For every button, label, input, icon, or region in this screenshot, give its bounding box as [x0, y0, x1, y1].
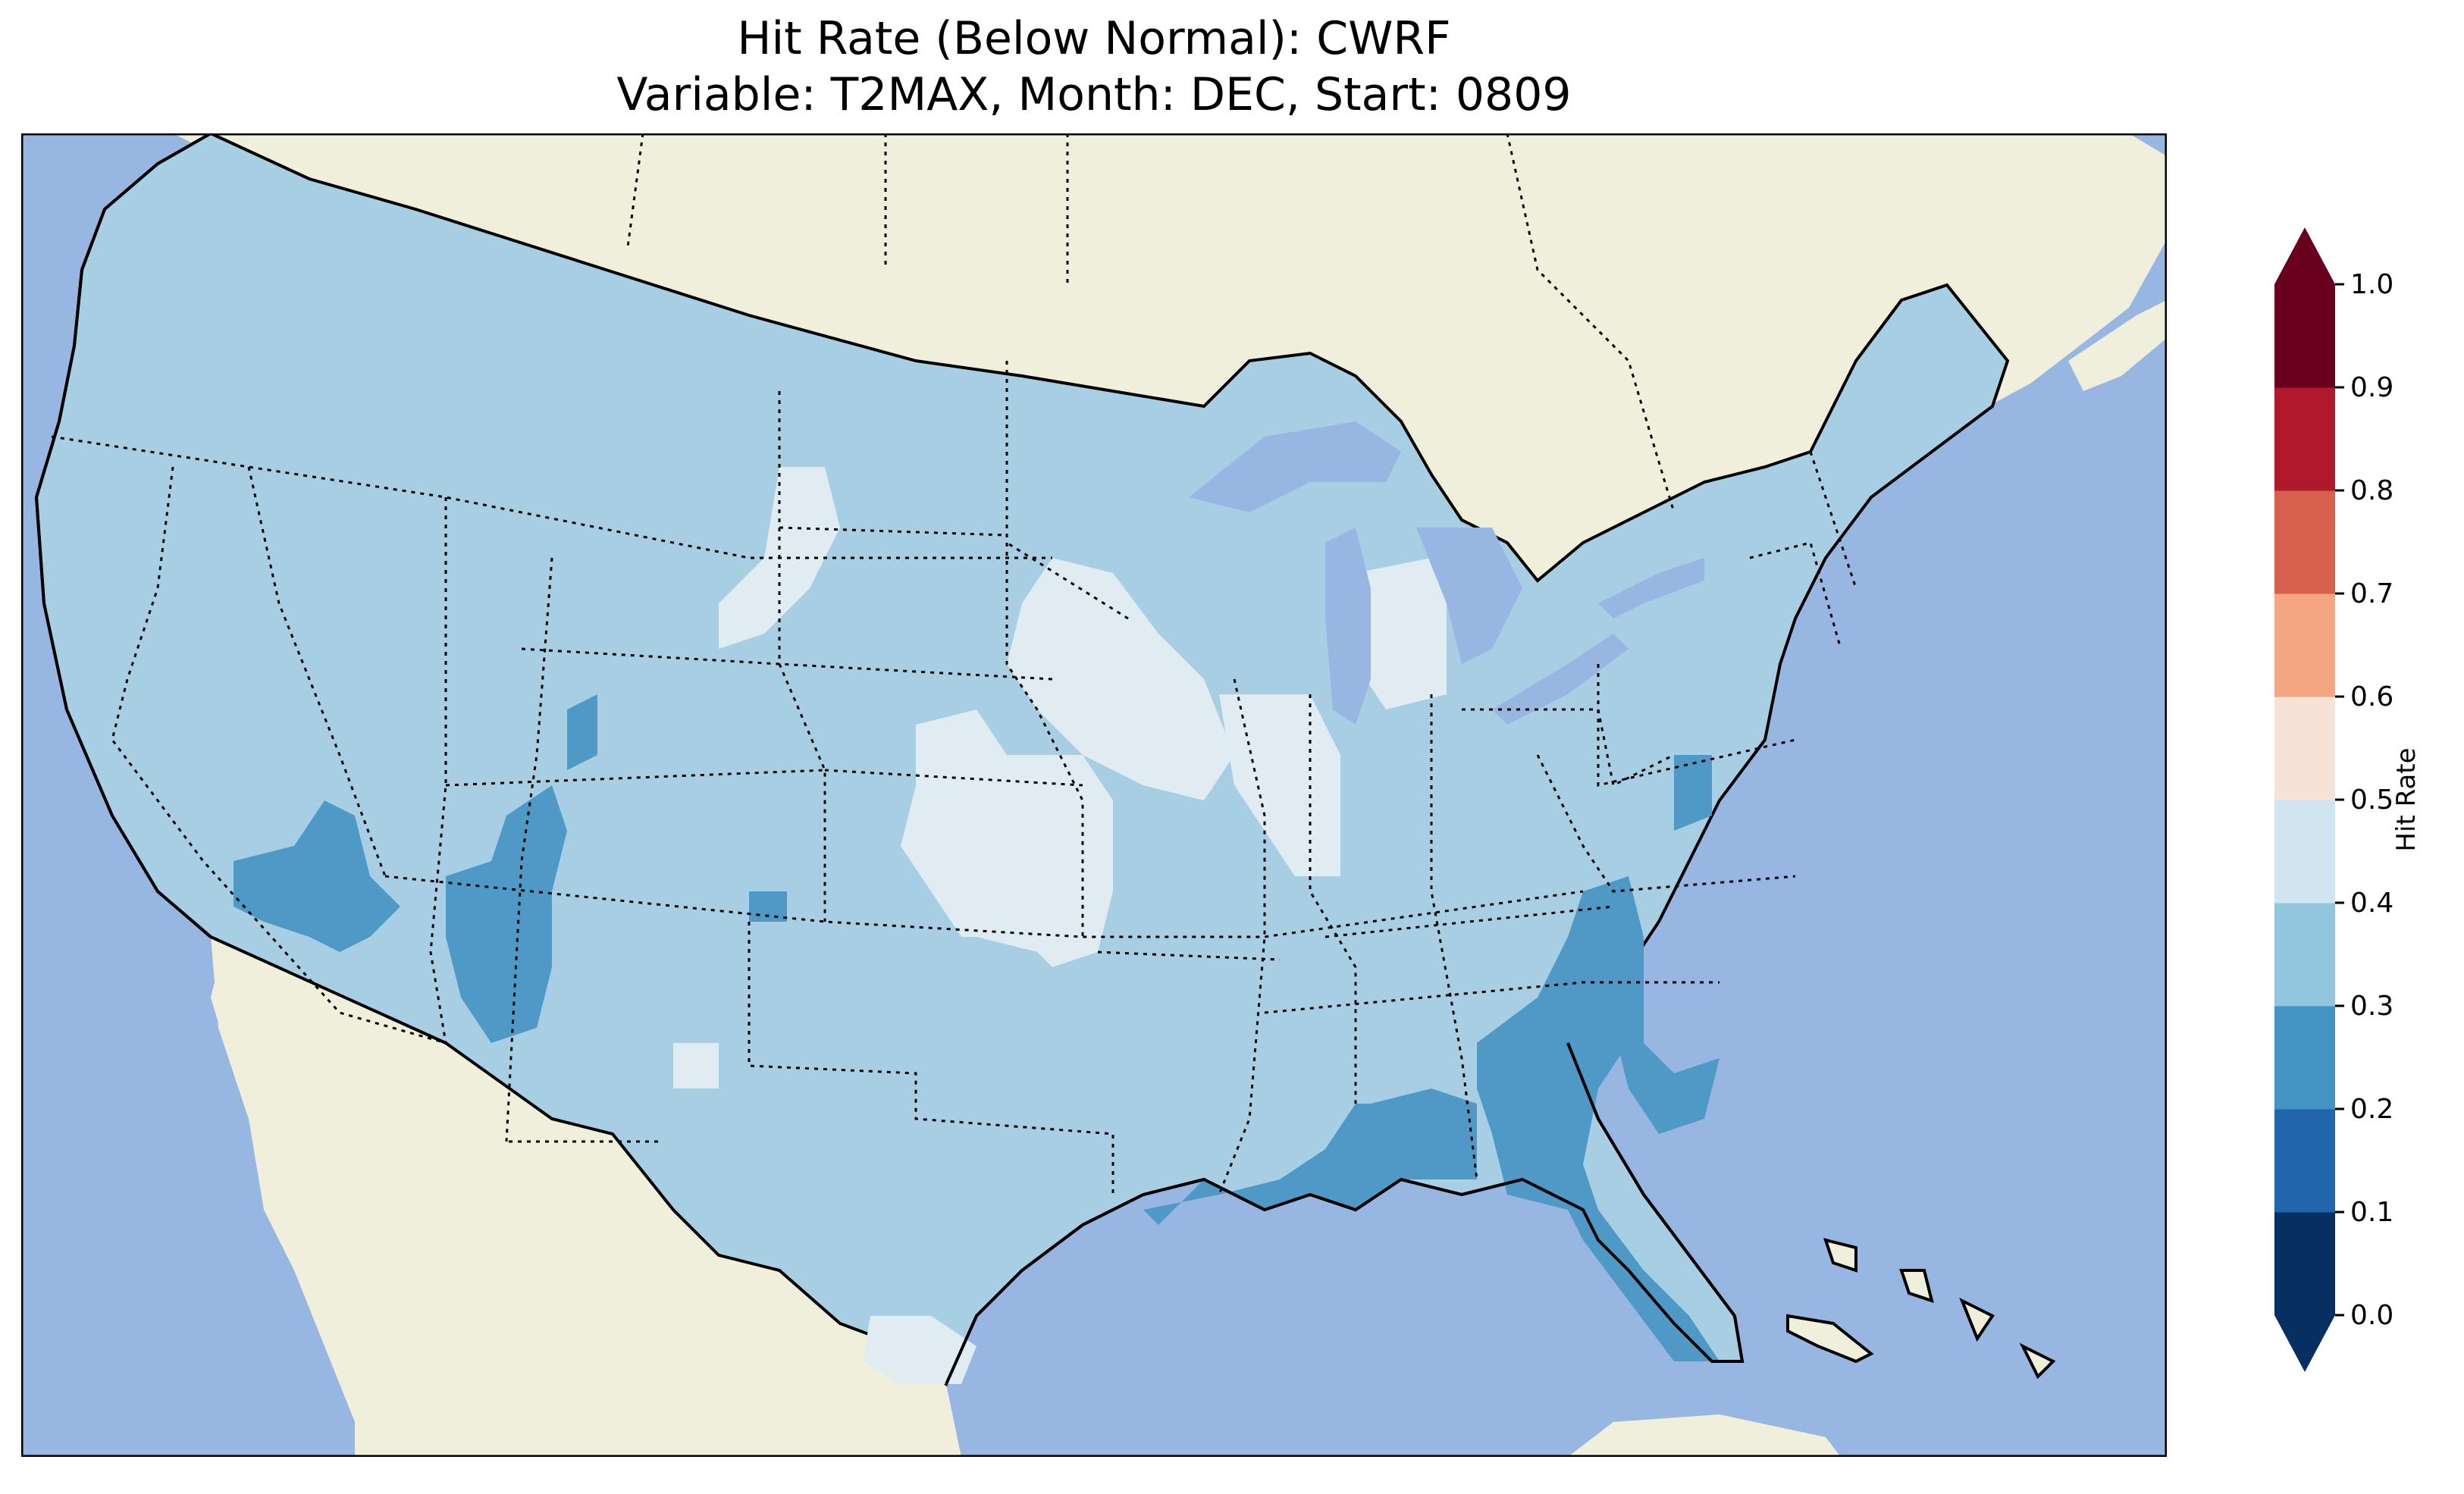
south-texas-zone — [863, 1316, 977, 1384]
canada-land — [173, 133, 2167, 664]
alabama-zone — [1371, 1088, 1477, 1179]
state-border-line — [384, 875, 1584, 938]
kansas-zone — [961, 861, 1083, 952]
colorbar-tick-label: 0.8 — [2350, 475, 2393, 506]
colorbar-bin — [2274, 1006, 2335, 1110]
figure-subtitle: Variable: T2MAX, Month: DEC, Start: 0809 — [616, 68, 1572, 121]
baja-land — [211, 967, 400, 1422]
coastline — [34, 133, 1745, 1385]
colorbar-bin — [2274, 490, 2335, 594]
state-border-line — [779, 526, 1008, 537]
state-border-line — [1006, 541, 1129, 620]
state-border-line — [1749, 541, 1842, 650]
cuba-land — [1786, 1314, 1874, 1364]
colorado-spot-zone — [749, 891, 787, 922]
state-border-line — [1097, 951, 1281, 961]
colorbar-tick-label: 0.4 — [2350, 888, 2393, 919]
colorbar: 0.0 0.1 0.2 0.3 0.4 0.5 0.6 0.7 0.8 0.9 1.0 Hit Ra… — [2274, 227, 2422, 1372]
new-mexico-spot-zone — [673, 1043, 719, 1088]
bahamas-island — [1899, 1269, 1934, 1304]
colorbar-bin — [2274, 697, 2335, 800]
state-border-line — [1324, 905, 1614, 938]
yucatan-land — [1568, 1414, 1841, 1457]
state-border-line — [1218, 678, 1266, 1195]
lake-superior — [1189, 421, 1401, 512]
colorbar-bin — [2274, 1109, 2335, 1213]
great-lakes — [1189, 421, 1704, 725]
colorbar-bin — [2274, 284, 2335, 388]
lake-huron — [1416, 528, 1522, 664]
country-borders — [611, 133, 1676, 1325]
canada-province-border — [626, 133, 644, 248]
state-border-line — [1005, 361, 1084, 937]
colorbar-tick-label: 0.6 — [2350, 681, 2393, 713]
islands — [1823, 1238, 2056, 1380]
nevada-zone — [234, 800, 400, 952]
colorbar-ticks: 0.0 0.1 0.2 0.3 0.4 0.5 0.6 0.7 0.8 0.9 1.0 — [2335, 269, 2393, 1331]
colorbar-tick-label: 0.9 — [2350, 372, 2393, 403]
colorbar-tick-label: 0.5 — [2350, 785, 2393, 816]
colorbar-tick-label: 0.2 — [2350, 1094, 2393, 1125]
colorbar-tick-label: 0.3 — [2350, 991, 2393, 1022]
colorbar-tick-label: 1.0 — [2350, 269, 2393, 300]
state-border-line — [1430, 694, 1478, 1180]
colorbar-bin — [2274, 800, 2335, 904]
figure-title: Hit Rate (Below Normal): CWRF — [737, 12, 1451, 65]
colorbar-tick-label: 0.0 — [2350, 1300, 2393, 1331]
colorbar-label: Hit Rate — [2391, 747, 2422, 851]
mexico-border — [611, 1133, 841, 1325]
colorbar-tick-label: 0.7 — [2350, 578, 2393, 609]
state-borders — [51, 361, 1857, 1195]
state-border-line — [1462, 708, 1675, 788]
colorbar-bins — [2274, 284, 2335, 1316]
bahamas-island — [1823, 1238, 1857, 1273]
state-border-line — [1809, 451, 1857, 589]
gulf-coast-zone — [1143, 1104, 1477, 1225]
colorbar-bin — [2274, 903, 2335, 1007]
state-border-line — [748, 922, 1114, 1195]
wyoming-spot-zone — [567, 694, 597, 770]
map-panel — [21, 133, 2167, 1457]
georgia-florida-zone — [1477, 891, 1719, 1361]
colorbar-extend-over — [2274, 227, 2335, 284]
lower-michigan-zone — [1356, 558, 1447, 709]
state-border-line — [1536, 754, 1796, 893]
lake-erie — [1492, 634, 1629, 725]
state-border-line — [1597, 664, 1796, 787]
colorbar-bin — [2274, 594, 2335, 697]
virginia-spot-zone — [1674, 755, 1712, 831]
zone-dark — [234, 694, 1719, 1361]
map-border — [21, 133, 2167, 1457]
state-border-line — [247, 466, 387, 877]
carolinas-zone — [1583, 876, 1719, 1134]
colorbar-extend-under — [2274, 1315, 2335, 1372]
bahamas-island — [2019, 1342, 2056, 1380]
mexico-land — [211, 937, 961, 1457]
lake-michigan — [1325, 528, 1371, 725]
iowa-minnesota-zone — [1007, 558, 1234, 800]
canada-province-border — [1506, 133, 1676, 513]
colorbar-bin — [2274, 1212, 2335, 1316]
utah-arizona-zone — [446, 785, 567, 1043]
maritimes-land — [2068, 300, 2167, 391]
colorbar-bin — [2274, 387, 2335, 491]
colorbar-tick-label: 0.1 — [2350, 1197, 2393, 1228]
state-border-line — [429, 497, 447, 1044]
bahamas-island — [1959, 1297, 1995, 1342]
lake-ontario — [1598, 558, 1704, 619]
state-border-line — [824, 769, 1083, 787]
state-border-line — [1264, 981, 1719, 1014]
